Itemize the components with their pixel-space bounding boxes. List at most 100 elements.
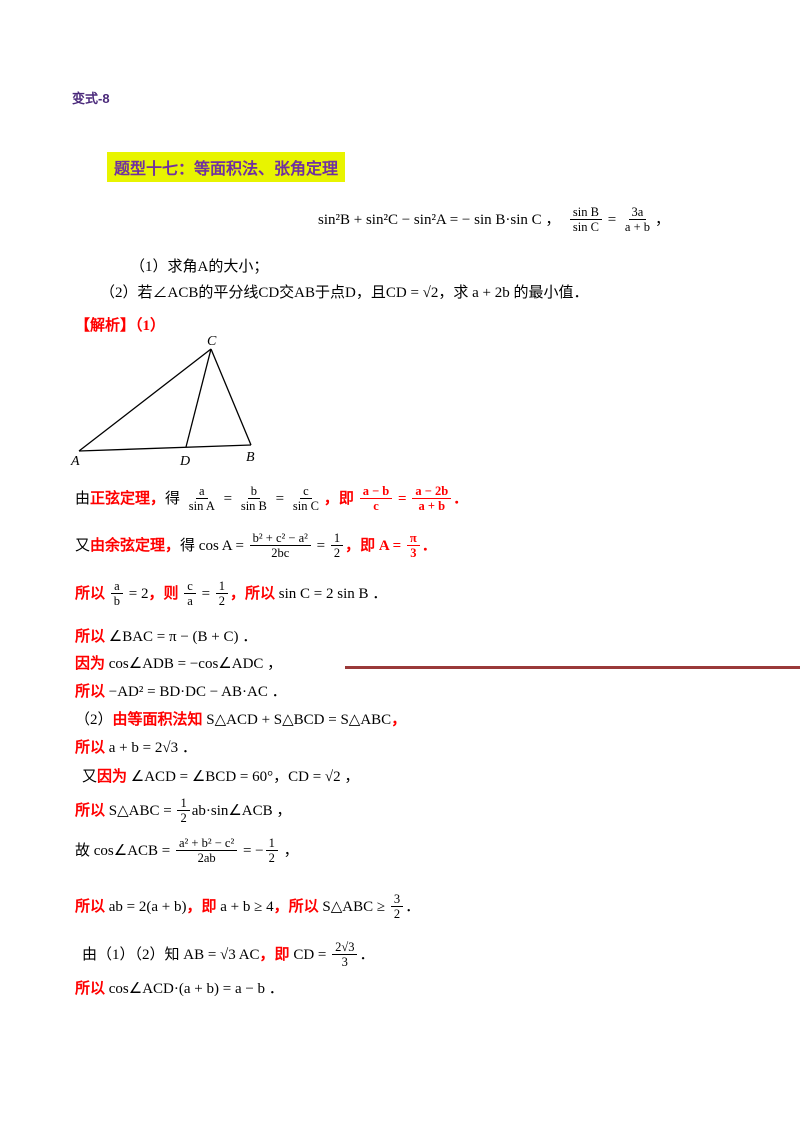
math-segment: ，	[655, 211, 671, 228]
fraction-denominator: 2bc	[271, 546, 290, 561]
fraction: b sin B	[238, 484, 270, 514]
fraction-numerator: sin B	[569, 205, 602, 221]
fraction-denominator: sin C	[572, 220, 599, 235]
math-segment: 由余弦定理，	[90, 537, 181, 554]
vertex-label-a: A	[70, 454, 80, 469]
solution-line-6: 所以 −AD² = BD·DC − AB·AC ．	[75, 683, 287, 702]
solution-line-4: 所以 ∠BAC = π − (B + C) ．	[75, 628, 257, 647]
variant-tag: 变式-8	[72, 91, 110, 106]
math-segment: = −	[239, 842, 264, 859]
math-segment: 所以	[75, 629, 109, 645]
fraction-denominator: sin C	[292, 499, 319, 514]
math-segment: ∠BAC = π − (B + C) ．	[108, 629, 258, 645]
fraction-numerator: b	[247, 484, 260, 500]
math-segment: 由等面积法知	[112, 712, 207, 728]
solution-line-9: 又因为 ∠ACD = ∠BCD = 60°，CD = √2 ，	[82, 768, 359, 787]
math-segment: =	[271, 490, 288, 507]
triangle-edge-ab	[78, 444, 252, 452]
fraction: 3a a + b	[622, 205, 653, 235]
fraction: c sin C	[290, 484, 322, 514]
section-title: 题型十七：等面积法、张角定理	[107, 152, 346, 182]
fraction-numerator: c	[184, 579, 196, 595]
math-segment: 又	[82, 769, 98, 785]
fraction-denominator: a + b	[624, 220, 651, 235]
math-segment: 由（1）（2）知 AB = √3 AC	[82, 946, 260, 963]
math-segment: S△ACD + S△BCD = S△ABC	[206, 712, 392, 728]
triangle-cevian-cd	[185, 348, 212, 448]
vertex-label-d: D	[179, 454, 190, 469]
math-segment: a + b ≥ 4	[220, 898, 274, 915]
vertex-label-b: B	[246, 450, 255, 465]
math-segment: 得	[165, 490, 184, 507]
math-segment: ，	[279, 842, 299, 859]
math-segment: =	[219, 490, 236, 507]
solution-line-7: （2） 由等面积法知 S△ACD + S△BCD = S△ABC，	[75, 711, 406, 730]
fraction: a sin A	[186, 484, 218, 514]
solution-line-2: 又由余弦定理，得 cos A = b² + c² − a² 2bc = 1 2 ，即 …	[75, 531, 437, 561]
math-segment: 【解析】（1）	[75, 318, 166, 334]
math-segment: （2）若∠ACB的平分线CD交AB于点D，且CD = √2，求 a + 2b 的…	[100, 285, 589, 301]
math-segment: 所以	[75, 802, 109, 819]
triangle-figure: C A D B	[65, 333, 261, 469]
math-segment: ab = 2(a + b)	[108, 898, 187, 915]
math-segment: ，所以	[230, 585, 279, 602]
math-segment: 又	[75, 537, 91, 554]
math-segment: S△ABC =	[108, 802, 176, 819]
divider-line	[345, 666, 800, 669]
math-segment: 正弦定理，	[90, 490, 166, 507]
math-segment: =	[394, 490, 411, 507]
math-segment: （1）求角A的大小；	[130, 259, 269, 275]
math-segment: ．	[453, 490, 469, 507]
math-segment: ．	[405, 898, 421, 915]
problem-line-2: （1）求角A的大小；	[130, 258, 268, 277]
solution-line-10: 所以 S△ABC = 1 2 ab·sin∠ACB ，	[75, 796, 291, 826]
math-segment: ，即	[323, 490, 358, 507]
math-segment: ．	[359, 946, 375, 963]
problem-line-3: （2）若∠ACB的平分线CD交AB于点D，且CD = √2，求 a + 2b 的…	[100, 284, 589, 303]
fraction-denominator: 3	[341, 955, 348, 970]
math-segment: ，即	[186, 898, 221, 915]
fraction-numerator: a − 2b	[412, 484, 452, 500]
fraction-denominator: 2	[218, 594, 226, 609]
fraction-numerator: 1	[330, 531, 344, 547]
fraction-denominator: 2	[268, 851, 275, 866]
fraction-numerator: a − b	[359, 484, 393, 500]
math-segment: 故 cos∠ACB =	[75, 842, 174, 859]
fraction-numerator: b² + c² − a²	[249, 531, 311, 547]
fraction-denominator: sin B	[240, 499, 267, 514]
solution-line-13: 由（1）（2）知 AB = √3 AC ，即 CD = 2√3 3 ．	[82, 940, 375, 970]
math-segment: ，	[391, 712, 407, 728]
solution-line-8: 所以 a + b = 2√3 ．	[75, 739, 197, 758]
math-segment: 所以	[75, 585, 109, 602]
fraction-numerator: 2√3	[332, 940, 358, 956]
math-segment: ，则	[148, 585, 183, 602]
math-segment: CD =	[293, 946, 331, 963]
solution-line-1: 由正弦定理，得 a sin A = b sin B = c sin C ，即 a − b…	[75, 484, 468, 514]
math-segment: =	[312, 537, 329, 554]
math-segment: ．	[421, 537, 437, 554]
fraction: a² + b² − c² 2ab	[176, 836, 238, 866]
math-segment: sin²B + sin²C − sin²A = − sin B·sin C ，	[318, 211, 568, 228]
math-segment: 得 cos A =	[180, 537, 248, 554]
math-segment: ，所以	[273, 898, 323, 915]
triangle-edge-ac	[78, 348, 212, 452]
fraction-denominator: 2ab	[197, 851, 216, 866]
math-segment: =	[197, 585, 214, 602]
fraction-numerator: a	[196, 484, 208, 500]
fraction-numerator: 3a	[628, 205, 647, 221]
fraction-numerator: π	[406, 531, 420, 547]
fraction-numerator: 3	[390, 892, 404, 908]
math-segment: S△ABC ≥	[322, 898, 389, 915]
fraction-numerator: 1	[265, 836, 278, 852]
vertex-label-c: C	[207, 334, 217, 349]
